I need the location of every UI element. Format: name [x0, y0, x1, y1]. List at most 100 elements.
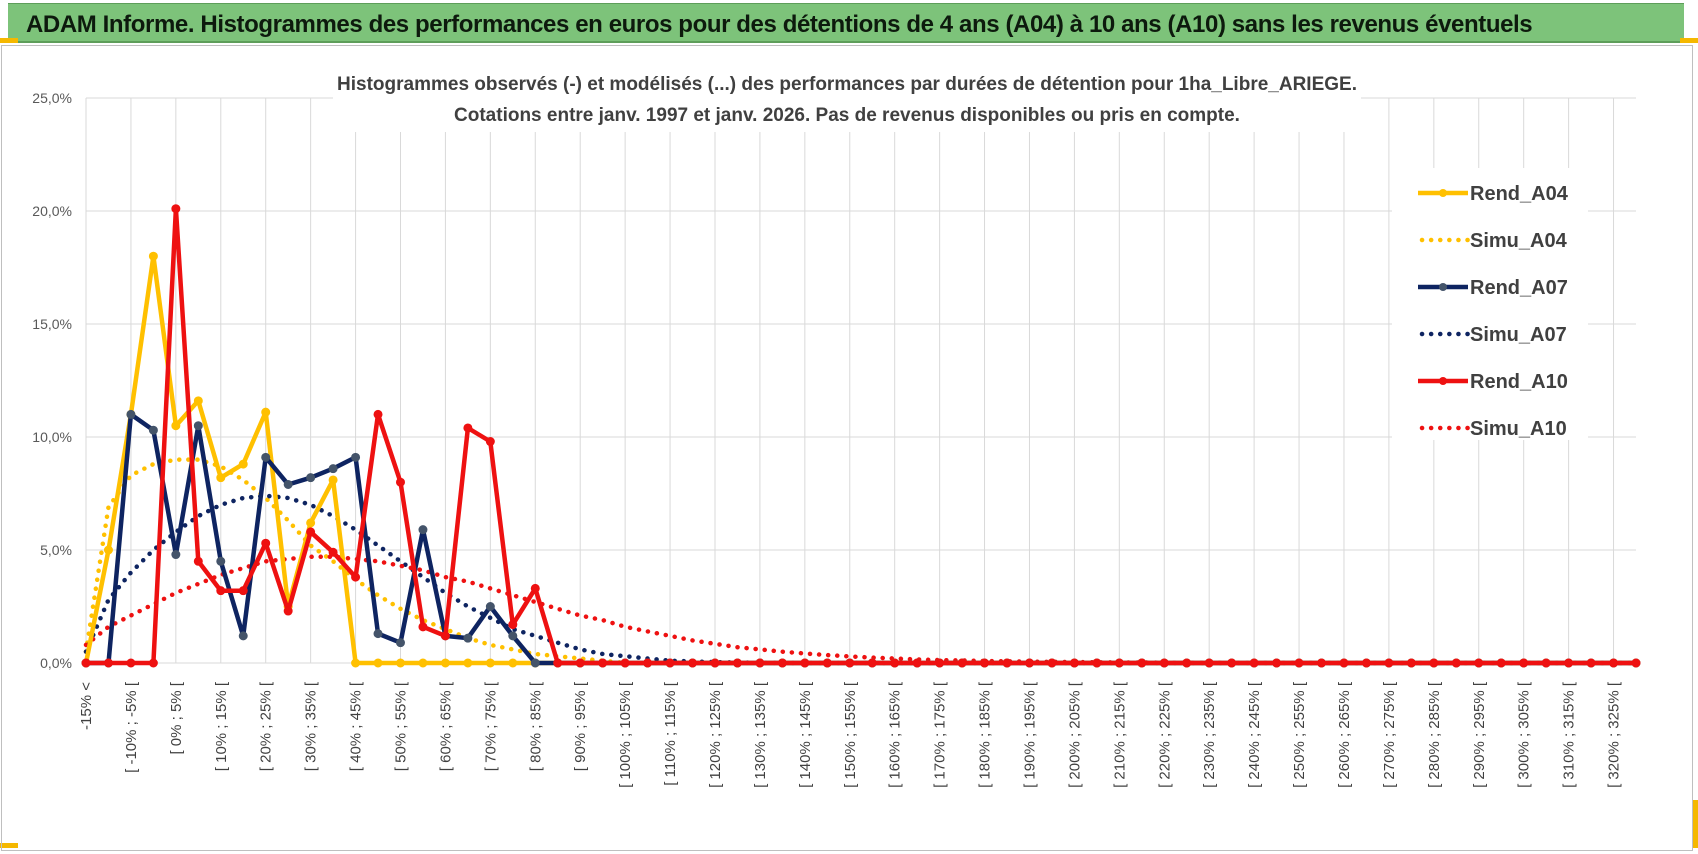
data-point: [1361, 658, 1371, 668]
data-point: [1406, 658, 1416, 668]
y-tick-label: 25,0%: [32, 90, 72, 106]
data-point: [575, 658, 585, 668]
x-tick-label: [ 170% ; 175% [: [932, 681, 949, 788]
data-point: [688, 658, 698, 668]
data-point: [418, 658, 428, 668]
data-point: [395, 658, 405, 668]
data-point: [1024, 658, 1034, 668]
data-point: [598, 658, 608, 668]
data-point: [643, 658, 653, 668]
x-tick-label: [ 0% ; 5% [: [168, 681, 185, 754]
data-point: [1609, 658, 1619, 668]
data-point: [328, 475, 338, 485]
x-tick-label: [ 90% ; 95% [: [572, 681, 589, 771]
data-point: [1564, 658, 1574, 668]
data-point: [238, 586, 248, 596]
data-point: [1451, 658, 1461, 668]
data-point: [306, 527, 316, 537]
x-tick-label: [ 230% ; 235% [: [1201, 681, 1218, 788]
data-point: [530, 583, 540, 593]
series-line: [83, 554, 1639, 666]
data-point: [463, 658, 473, 668]
x-tick-label: [ 160% ; 165% [: [887, 681, 904, 788]
data-point: [1092, 658, 1102, 668]
data-point: [912, 658, 922, 668]
x-tick-label: [ 220% ; 225% [: [1156, 681, 1173, 788]
data-point: [418, 525, 428, 535]
data-point: [665, 658, 675, 668]
x-tick-label: [ 20% ; 25% [: [258, 681, 275, 771]
x-tick-label: [ 100% ; 105% [: [617, 681, 634, 788]
x-tick-label: [ 80% ; 85% [: [527, 681, 544, 771]
data-point: [306, 518, 316, 528]
legend-item-Rend_A07: Rend_A07: [1418, 277, 1568, 299]
data-point: [463, 633, 473, 643]
x-tick-label: [ 40% ; 45% [: [348, 681, 365, 771]
y-tick-label: 10,0%: [32, 429, 72, 445]
legend-label: Simu_A10: [1470, 418, 1567, 440]
legend-item-Rend_A04: Rend_A04: [1418, 183, 1569, 205]
x-tick-label: [ 250% ; 255% [: [1291, 681, 1308, 788]
data-point: [1047, 658, 1057, 668]
y-axis-tick-labels: 0,0% 5,0% 10,0% 15,0% 20,0% 25,0%: [32, 90, 72, 671]
legend-item-Simu_A07: Simu_A07: [1419, 324, 1567, 346]
data-point: [1182, 658, 1192, 668]
chart-title: Histogrammes observés (-) et modélisés (…: [333, 66, 1361, 132]
y-tick-label: 20,0%: [32, 203, 72, 219]
data-point: [732, 658, 742, 668]
data-point: [1069, 658, 1079, 668]
x-tick-label: [ 310% ; 315% [: [1561, 681, 1578, 788]
data-point: [777, 658, 787, 668]
data-point: [440, 658, 450, 668]
data-point: [620, 658, 630, 668]
legend-item-Simu_A04: Simu_A04: [1419, 230, 1568, 252]
series-Rend_A10: [81, 204, 1641, 668]
data-point: [1429, 658, 1439, 668]
x-tick-label: [ 30% ; 35% [: [303, 681, 320, 771]
x-tick-label: [ 270% ; 275% [: [1381, 681, 1398, 788]
data-point: [1249, 658, 1259, 668]
data-point: [1496, 658, 1506, 668]
data-point: [238, 631, 248, 641]
data-point: [171, 550, 181, 560]
series-Simu_A04: [83, 457, 1639, 666]
data-point: [1159, 658, 1169, 668]
data-point: [485, 437, 495, 447]
data-point: [845, 658, 855, 668]
x-tick-label: [ 180% ; 185% [: [977, 681, 994, 788]
x-tick-label: [ 110% ; 115% [: [662, 681, 679, 786]
data-point: [328, 547, 338, 557]
data-point: [800, 658, 810, 668]
accent-corner-top-left: [0, 38, 18, 43]
data-point: [553, 658, 563, 668]
data-point: [328, 464, 338, 474]
data-point: [418, 622, 428, 632]
accent-corner-bottom-left: [0, 843, 18, 848]
x-tick-label: -15% <: [78, 682, 95, 730]
chart-title-line-1: Histogrammes observés (-) et modélisés (…: [337, 74, 1357, 95]
data-point: [1204, 658, 1214, 668]
data-point: [957, 658, 967, 668]
x-tick-label: [ 150% ; 155% [: [842, 681, 859, 788]
data-point: [485, 602, 495, 611]
chart-title-background: [333, 66, 1361, 132]
data-point: [1339, 658, 1349, 668]
data-point: [395, 477, 405, 487]
data-point: [395, 638, 405, 648]
data-point: [373, 409, 383, 419]
data-point: [1002, 658, 1012, 668]
data-point: [1631, 658, 1641, 668]
chart-title-line-2: Cotations entre janv. 1997 et janv. 2026…: [454, 105, 1240, 126]
data-point: [193, 396, 203, 406]
data-point: [935, 658, 945, 668]
data-point: [1317, 658, 1327, 668]
data-point: [373, 658, 383, 668]
x-axis-tick-labels: -15% < [ -10% ; -5% [[ 0% ; 5% [[ 10% ; 1…: [78, 681, 1623, 788]
series-line: [83, 457, 1639, 666]
data-point: [238, 459, 248, 469]
data-point: [171, 204, 181, 214]
data-point: [193, 421, 203, 431]
legend-background: [1392, 168, 1588, 440]
data-point: [216, 556, 226, 566]
